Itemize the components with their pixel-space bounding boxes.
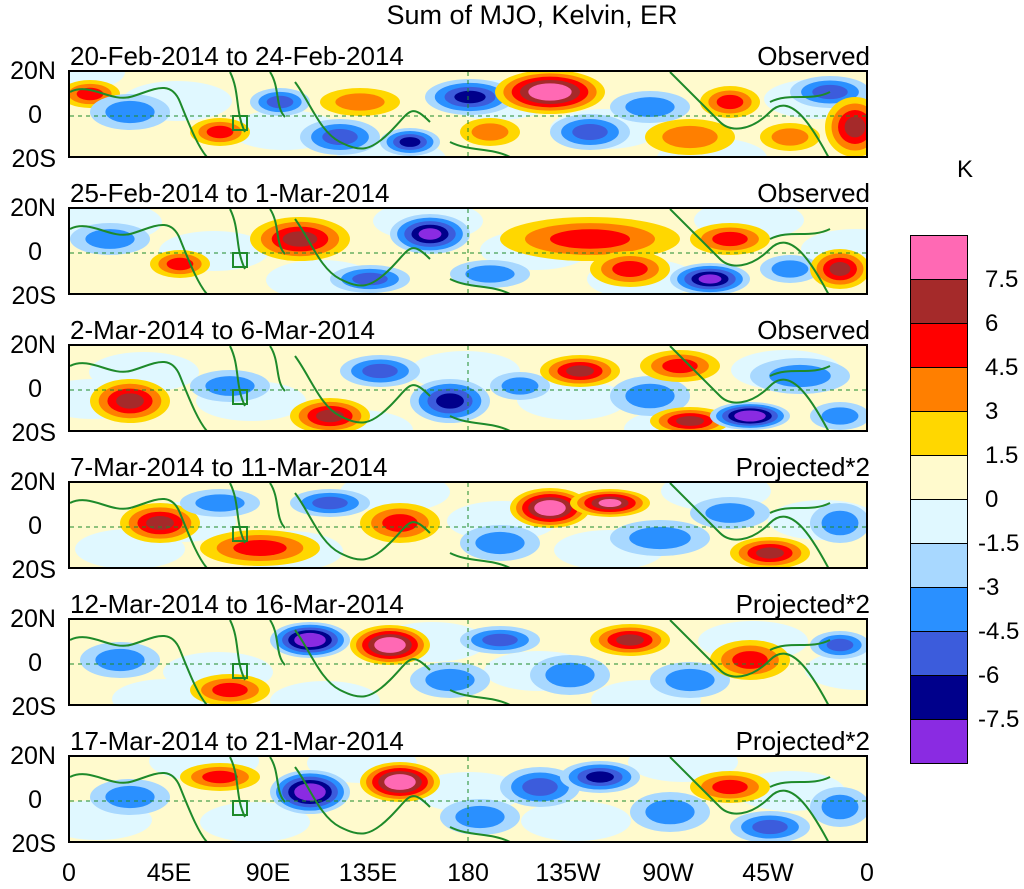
- colorbar-label: 7.5: [985, 266, 1019, 293]
- lat-label-eq: 0: [28, 375, 42, 403]
- anomaly-map-5: [68, 618, 868, 706]
- lon-label-180: 180: [447, 859, 489, 887]
- lon-label-0: 0: [62, 859, 76, 887]
- lon-label-135e: 135E: [338, 859, 398, 887]
- colorbar-swatch: [910, 323, 968, 368]
- colorbar-unit: K: [957, 156, 974, 183]
- panel-4: 7-Mar-2014 to 11-Mar-2014 Projected*2: [0, 452, 1024, 591]
- anomaly-map-1: [68, 70, 868, 158]
- colorbar-label: 1.5: [985, 442, 1019, 469]
- panel-1: 20-Feb-2014 to 24-Feb-2014 Observed: [0, 41, 1024, 180]
- panel-date: 25-Feb-2014 to 1-Mar-2014: [70, 178, 390, 208]
- lat-label-20n: 20N: [10, 468, 56, 496]
- lat-label-eq: 0: [28, 101, 42, 129]
- colorbar-label: 0: [985, 486, 999, 513]
- colorbar-label: 3: [985, 398, 999, 425]
- colorbar-label: -7.5: [978, 706, 1020, 733]
- panel-kind: Projected*2: [735, 452, 870, 482]
- panel-date: 12-Mar-2014 to 16-Mar-2014: [70, 589, 404, 619]
- anomaly-map-6: [68, 755, 868, 843]
- lat-label-20n: 20N: [10, 194, 56, 222]
- lat-label-20s: 20S: [11, 830, 56, 858]
- anomaly-map-4: [68, 481, 868, 569]
- lat-label-20s: 20S: [11, 419, 56, 447]
- lat-label-20s: 20S: [11, 145, 56, 173]
- colorbar-swatch: [910, 411, 968, 456]
- panel-date: 20-Feb-2014 to 24-Feb-2014: [70, 41, 404, 71]
- colorbar-swatch: [910, 675, 968, 720]
- panel-3: 2-Mar-2014 to 6-Mar-2014 Observed: [0, 315, 1024, 454]
- lat-label-20n: 20N: [10, 605, 56, 633]
- lat-label-eq: 0: [28, 238, 42, 266]
- colorbar-swatch: [910, 455, 968, 500]
- colorbar-swatch: [910, 631, 968, 676]
- lat-label-20n: 20N: [10, 742, 56, 770]
- colorbar-swatch: [910, 235, 968, 280]
- colorbar-label: -3: [978, 574, 1000, 601]
- lon-label-0-end: 0: [860, 859, 874, 887]
- lat-label-20s: 20S: [11, 693, 56, 721]
- panel-kind: Observed: [757, 178, 870, 208]
- panel-2: 25-Feb-2014 to 1-Mar-2014 Observed: [0, 178, 1024, 317]
- colorbar-label: -6: [978, 662, 1000, 689]
- panel-kind: Projected*2: [735, 726, 870, 756]
- colorbar-swatch: [910, 499, 968, 544]
- colorbar-swatch: [910, 587, 968, 632]
- figure-title: Sum of MJO, Kelvin, ER: [386, 0, 678, 30]
- panel-date: 17-Mar-2014 to 21-Mar-2014: [70, 726, 404, 756]
- lon-label-90w: 90W: [642, 859, 694, 887]
- lat-label-20s: 20S: [11, 556, 56, 584]
- lat-label-20n: 20N: [10, 331, 56, 359]
- panel-6: 17-Mar-2014 to 21-Mar-2014 Projected*2: [0, 726, 1024, 865]
- lon-label-45e: 45E: [146, 859, 192, 887]
- colorbar-swatch: [910, 719, 968, 764]
- panel-5: 12-Mar-2014 to 16-Mar-2014 Projected*2: [0, 589, 1024, 728]
- lat-label-20s: 20S: [11, 282, 56, 310]
- lon-label-135w: 135W: [535, 859, 601, 887]
- panel-kind: Observed: [757, 41, 870, 71]
- colorbar-swatch: [910, 367, 968, 412]
- lon-label-90e: 90E: [245, 859, 291, 887]
- panel-date: 7-Mar-2014 to 11-Mar-2014: [70, 452, 388, 482]
- colorbar-swatch: [910, 279, 968, 324]
- map-canvas: [70, 620, 866, 704]
- colorbar-label: -1.5: [978, 530, 1020, 557]
- lat-label-eq: 0: [28, 649, 42, 677]
- panel-kind: Projected*2: [735, 589, 870, 619]
- colorbar-label: 6: [985, 310, 999, 337]
- anomaly-map-2: [68, 207, 868, 295]
- map-canvas: [70, 72, 866, 156]
- colorbar-label: 4.5: [985, 354, 1019, 381]
- map-canvas: [70, 483, 866, 567]
- colorbar: [910, 235, 968, 764]
- lat-label-20n: 20N: [10, 57, 56, 85]
- lat-label-eq: 0: [28, 512, 42, 540]
- lat-label-eq: 0: [28, 786, 42, 814]
- panel-kind: Observed: [757, 315, 870, 345]
- panel-date: 2-Mar-2014 to 6-Mar-2014: [70, 315, 375, 345]
- anomaly-map-3: [68, 344, 868, 432]
- map-canvas: [70, 346, 866, 430]
- colorbar-swatch: [910, 543, 968, 588]
- map-canvas: [70, 209, 866, 293]
- colorbar-label: -4.5: [978, 618, 1020, 645]
- map-canvas: [70, 757, 866, 841]
- lon-label-45w: 45W: [742, 859, 794, 887]
